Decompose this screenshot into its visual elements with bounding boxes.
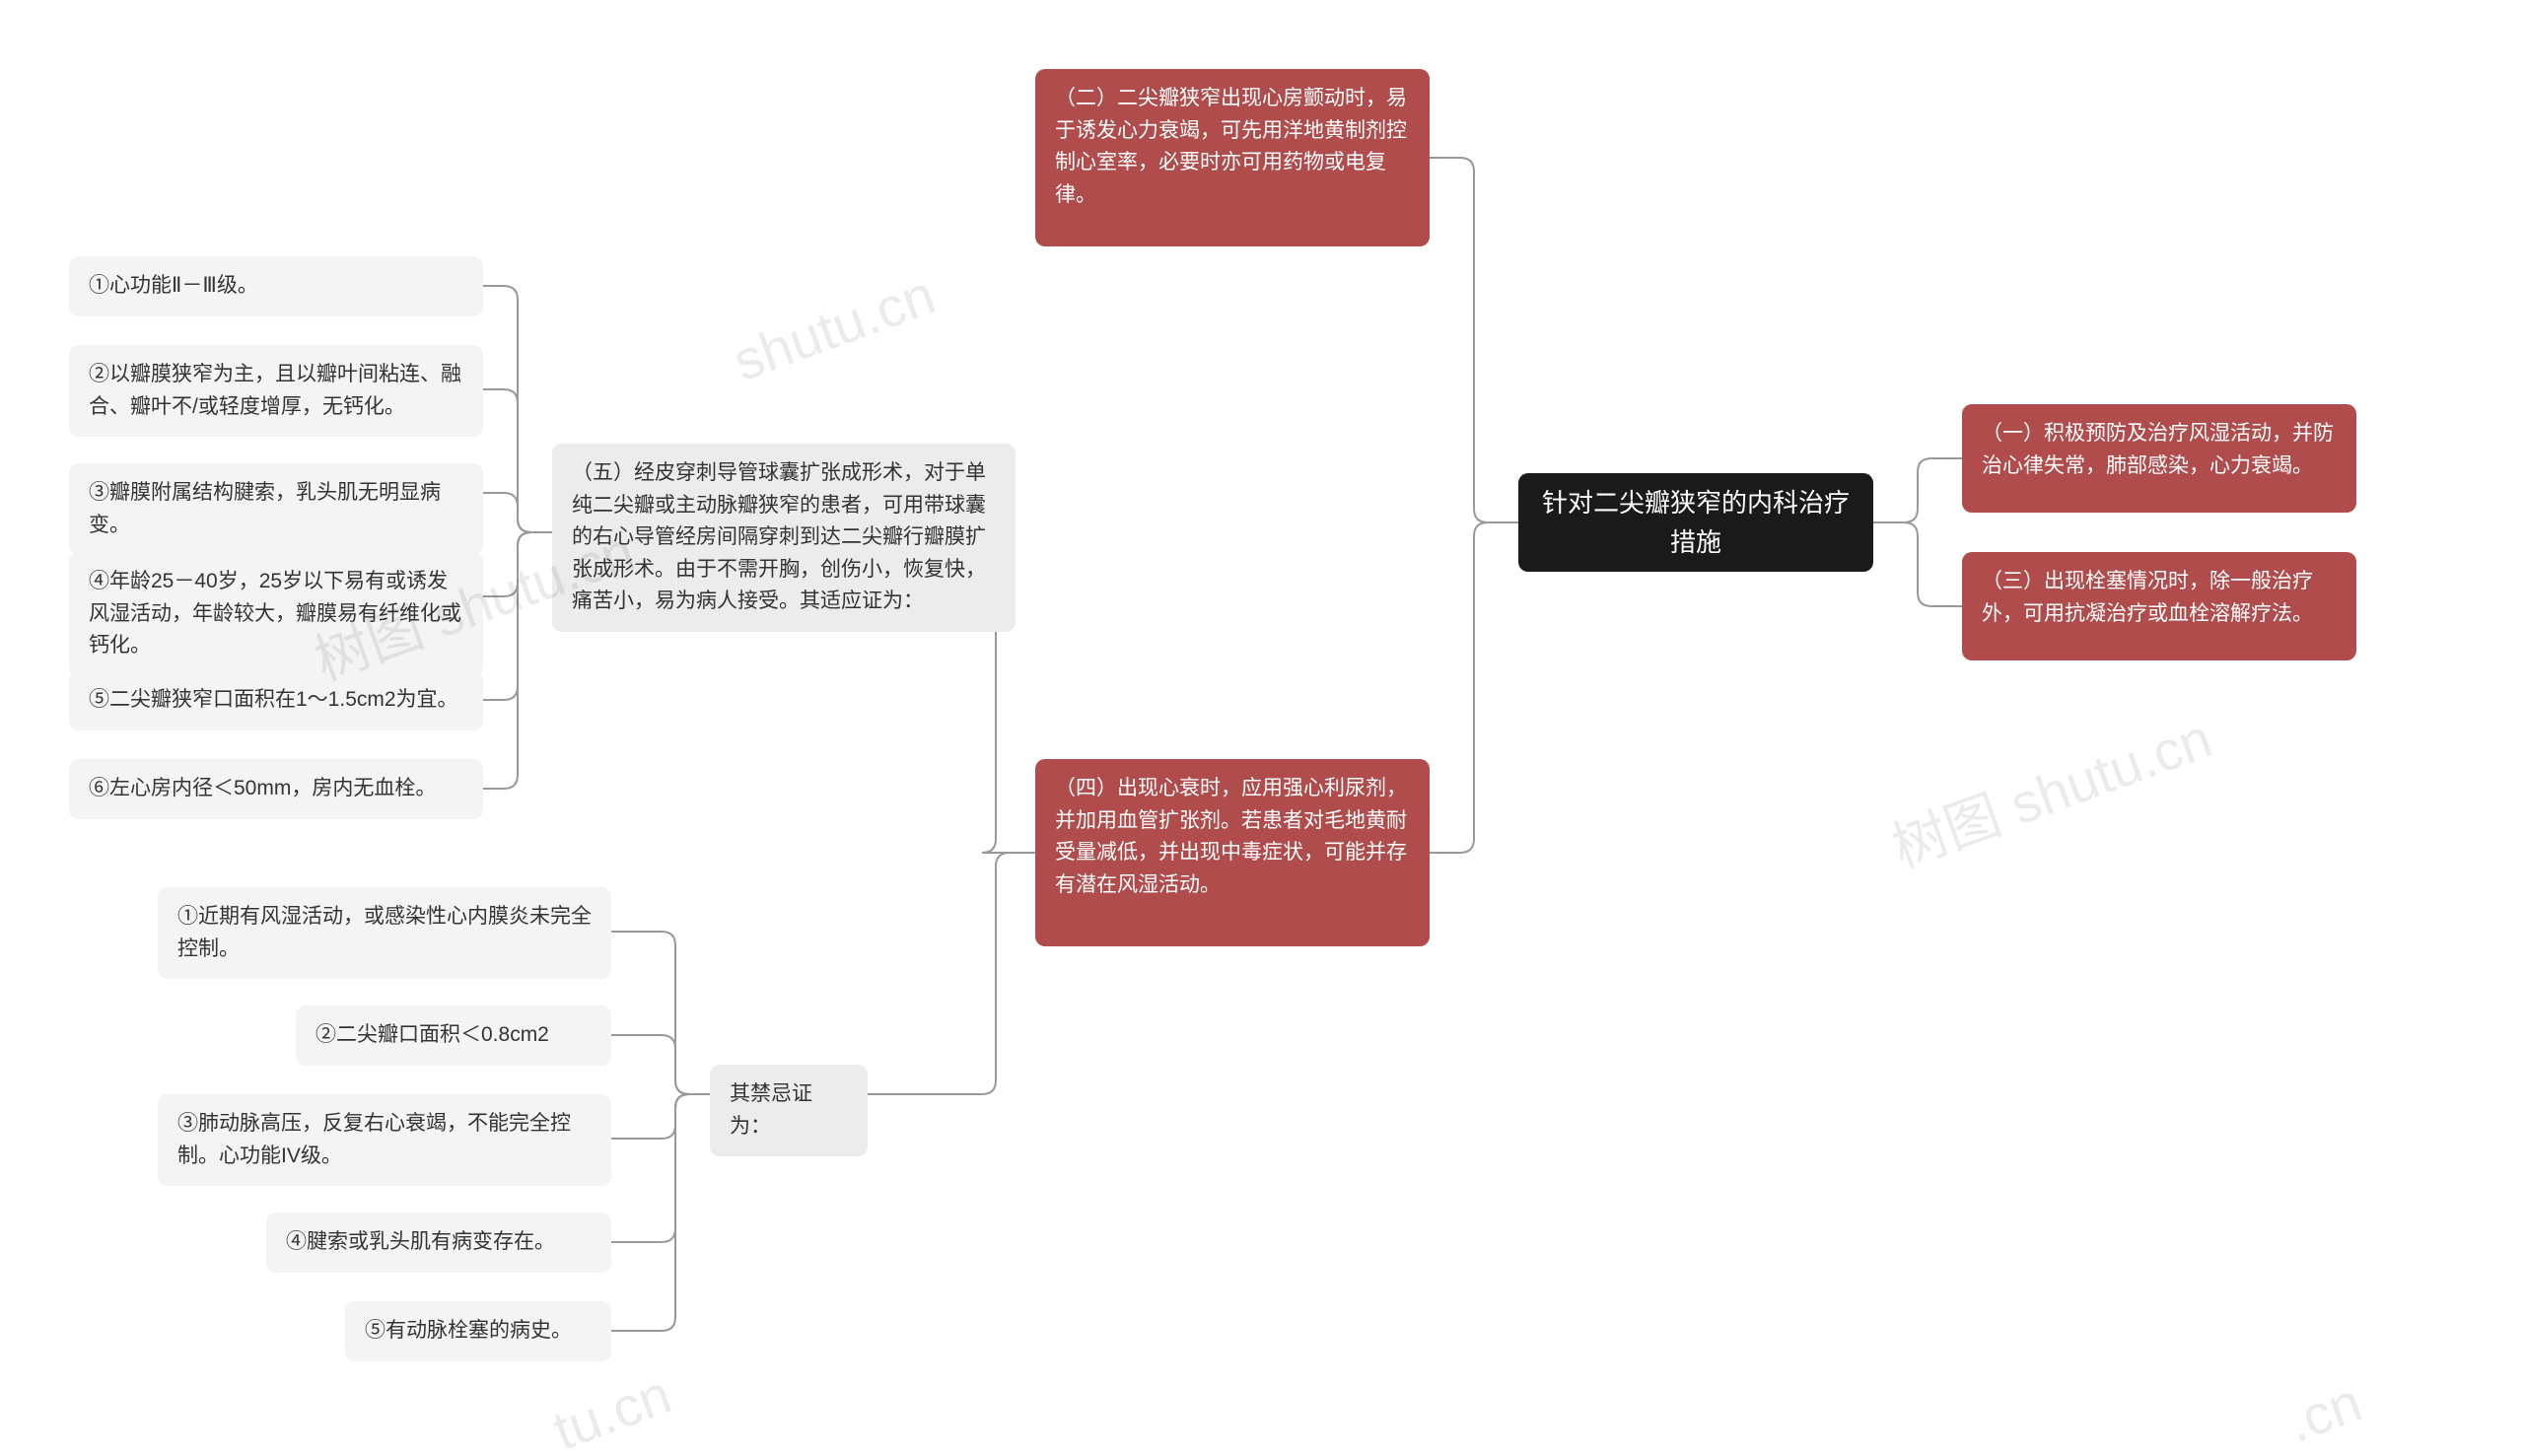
mindmap-node: ④腱索或乳头肌有病变存在。 xyxy=(266,1213,611,1273)
node-label: （四）出现心衰时，应用强心利尿剂，并加用血管扩张剂。若患者对毛地黄耐受量减低，并… xyxy=(1055,777,1407,896)
watermark: tu.cn xyxy=(545,1361,679,1456)
node-label: （三）出现栓塞情况时，除一般治疗外，可用抗凝治疗或血栓溶解疗法。 xyxy=(1982,570,2313,625)
watermark: 树图 shutu.cn xyxy=(1879,694,2221,883)
watermark: .cn xyxy=(2279,1369,2369,1455)
node-label: ②二尖瓣口面积＜0.8cm2 xyxy=(316,1023,549,1046)
mindmap-node: ③瓣膜附属结构腱索，乳头肌无明显病变。 xyxy=(69,463,483,555)
node-label: 其禁忌证为： xyxy=(730,1082,812,1138)
mindmap-node: （五）经皮穿刺导管球囊扩张成形术，对于单纯二尖瓣或主动脉瓣狭窄的患者，可用带球囊… xyxy=(552,444,1016,632)
mindmap-node: ④年龄25－40岁，25岁以下易有或诱发风湿活动，年龄较大，瓣膜易有纤维化或钙化… xyxy=(69,552,483,676)
node-label: ⑥左心房内径＜50mm，房内无血栓。 xyxy=(89,777,436,799)
mindmap-node: ②二尖瓣口面积＜0.8cm2 xyxy=(296,1005,611,1066)
mindmap-node: （二）二尖瓣狭窄出现心房颤动时，易于诱发心力衰竭，可先用洋地黄制剂控制心室率，必… xyxy=(1035,69,1430,246)
root-label: 针对二尖瓣狭窄的内科治疗措施 xyxy=(1538,483,1854,563)
mindmap-node: ③肺动脉高压，反复右心衰竭，不能完全控制。心功能IV级。 xyxy=(158,1094,611,1186)
mindmap-node: ①近期有风湿活动，或感染性心内膜炎未完全控制。 xyxy=(158,887,611,979)
node-label: ③肺动脉高压，反复右心衰竭，不能完全控制。心功能IV级。 xyxy=(177,1112,571,1167)
mindmap-node: ②以瓣膜狭窄为主，且以瓣叶间粘连、融合、瓣叶不/或轻度增厚，无钙化。 xyxy=(69,345,483,437)
mindmap-node: （四）出现心衰时，应用强心利尿剂，并加用血管扩张剂。若患者对毛地黄耐受量减低，并… xyxy=(1035,759,1430,946)
watermark: shutu.cn xyxy=(725,262,943,393)
mindmap-node: 其禁忌证为： xyxy=(710,1065,868,1156)
node-label: ①心功能Ⅱ－Ⅲ级。 xyxy=(89,274,258,297)
mindmap-node: （三）出现栓塞情况时，除一般治疗外，可用抗凝治疗或血栓溶解疗法。 xyxy=(1962,552,2356,660)
mindmap-node: ⑤有动脉栓塞的病史。 xyxy=(345,1301,611,1361)
mindmap-node: （一）积极预防及治疗风湿活动，并防治心律失常，肺部感染，心力衰竭。 xyxy=(1962,404,2356,513)
node-label: ⑤二尖瓣狭窄口面积在1～1.5cm2为宜。 xyxy=(89,688,458,711)
node-label: （一）积极预防及治疗风湿活动，并防治心律失常，肺部感染，心力衰竭。 xyxy=(1982,422,2334,477)
node-label: ①近期有风湿活动，或感染性心内膜炎未完全控制。 xyxy=(177,905,592,960)
root-node: 针对二尖瓣狭窄的内科治疗措施 xyxy=(1518,473,1873,572)
mindmap-node: ①心功能Ⅱ－Ⅲ级。 xyxy=(69,256,483,316)
node-label: ④年龄25－40岁，25岁以下易有或诱发风湿活动，年龄较大，瓣膜易有纤维化或钙化… xyxy=(89,570,461,657)
node-label: （二）二尖瓣狭窄出现心房颤动时，易于诱发心力衰竭，可先用洋地黄制剂控制心室率，必… xyxy=(1055,87,1407,206)
node-label: ④腱索或乳头肌有病变存在。 xyxy=(286,1230,555,1253)
node-label: ⑤有动脉栓塞的病史。 xyxy=(365,1319,572,1342)
mindmap-node: ⑥左心房内径＜50mm，房内无血栓。 xyxy=(69,759,483,819)
node-label: （五）经皮穿刺导管球囊扩张成形术，对于单纯二尖瓣或主动脉瓣狭窄的患者，可用带球囊… xyxy=(572,461,986,612)
node-label: ②以瓣膜狭窄为主，且以瓣叶间粘连、融合、瓣叶不/或轻度增厚，无钙化。 xyxy=(89,363,461,418)
mindmap-node: ⑤二尖瓣狭窄口面积在1～1.5cm2为宜。 xyxy=(69,670,483,730)
node-label: ③瓣膜附属结构腱索，乳头肌无明显病变。 xyxy=(89,481,441,536)
